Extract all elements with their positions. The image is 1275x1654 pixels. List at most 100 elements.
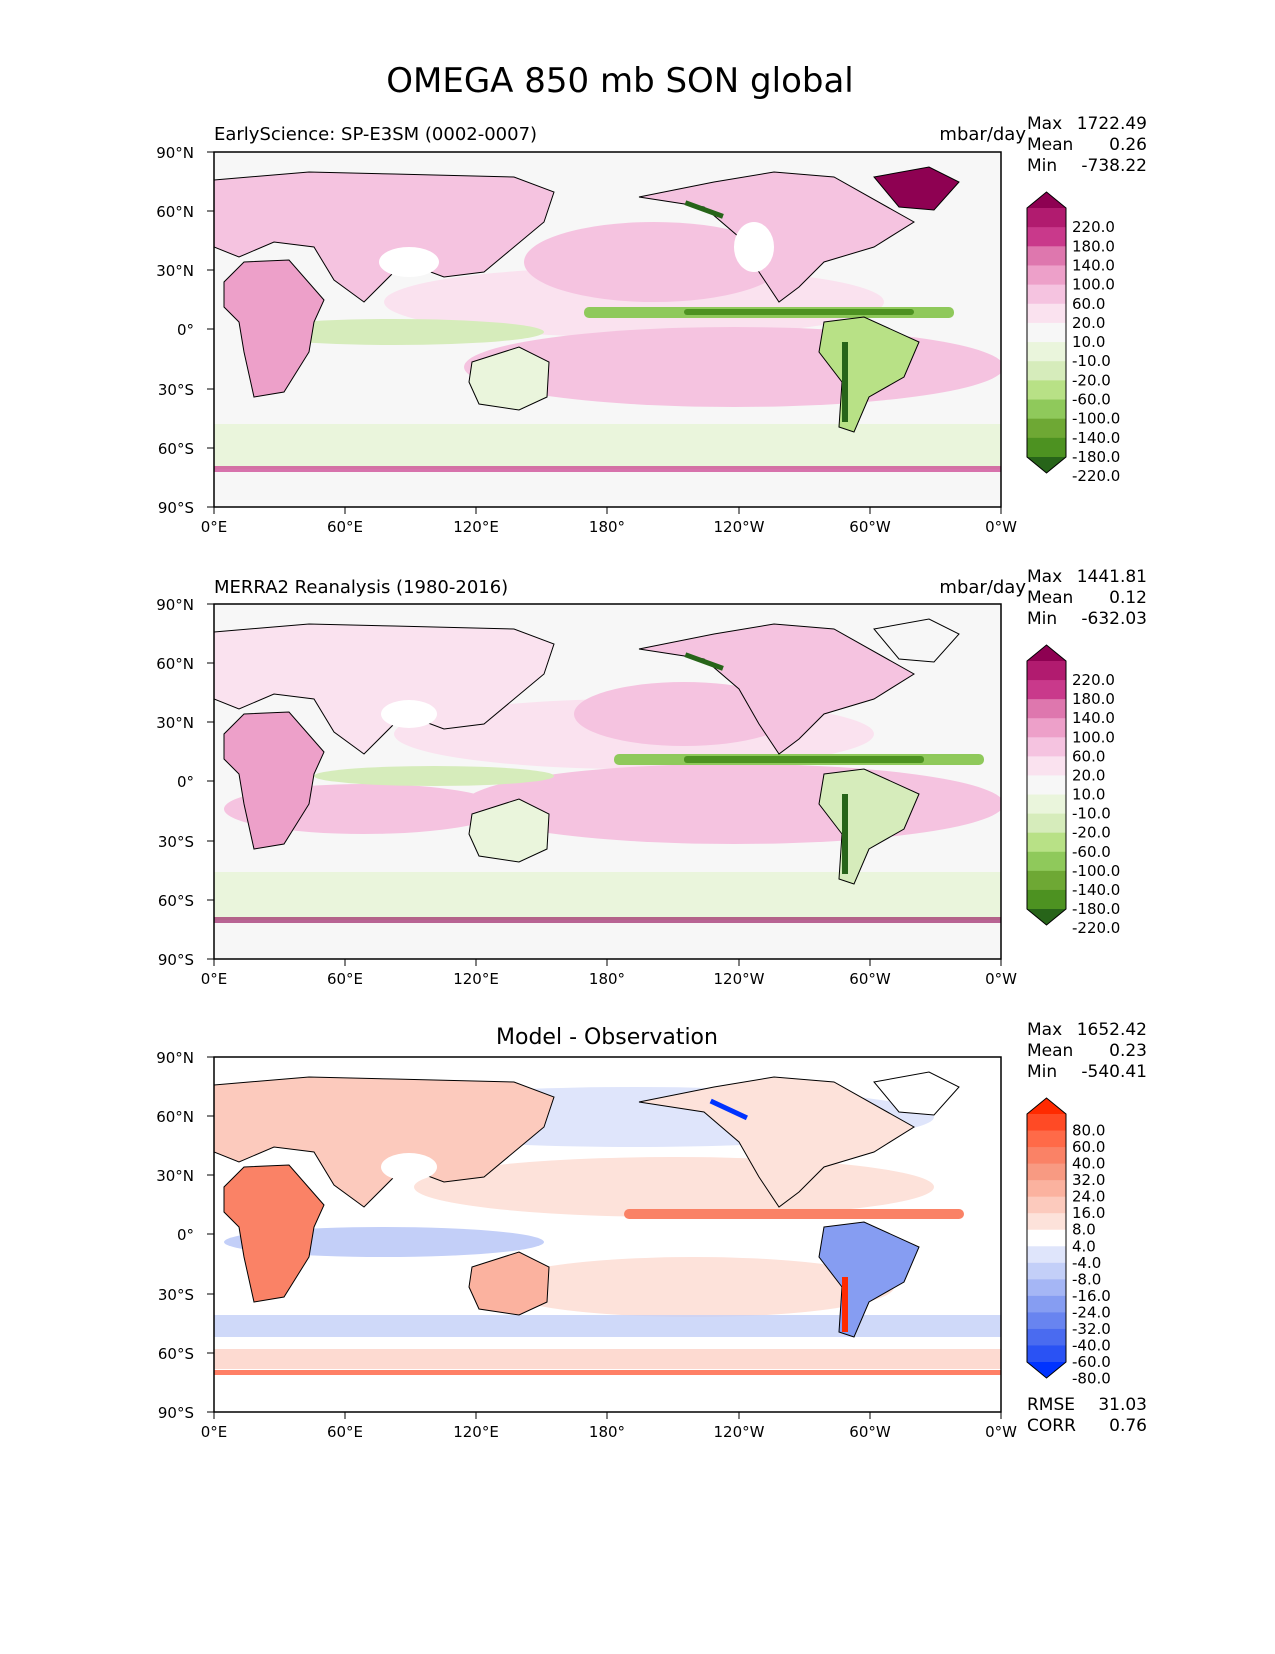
colorbar-segment [1027, 889, 1066, 910]
lon-tick-label: 120°W [714, 1423, 765, 1441]
colorbar-segment [1027, 1312, 1066, 1330]
colorbar-tick-label: 100.0 [1072, 728, 1115, 746]
australia [468, 346, 550, 411]
colorbar-tick-label: -16.0 [1072, 1287, 1111, 1305]
min-label: Min [1027, 609, 1057, 629]
itcz-red [624, 1209, 964, 1219]
colorbar-tick-label: 140.0 [1072, 256, 1115, 274]
tibet-blank [381, 700, 437, 728]
colorbar-tick-label: -220.0 [1072, 467, 1120, 485]
colorbar-segment [1027, 1180, 1066, 1198]
colorbar-segment [1027, 208, 1066, 228]
lon-tick-label: 60°E [327, 518, 363, 536]
units-label: mbar/day [939, 124, 1026, 145]
colorbar-segment [1027, 1196, 1066, 1214]
max-value: 1652.42 [1077, 1020, 1147, 1040]
colorbar-segment [1027, 322, 1066, 343]
panel-title: EarlyScience: SP-E3SM (0002-0007) [214, 124, 537, 145]
colorbar-extend-min [1027, 909, 1066, 925]
colorbar-segment [1027, 418, 1066, 439]
lat-tick-label: 0° [177, 773, 194, 791]
colorbar-tick-label: -40.0 [1072, 1336, 1111, 1354]
andes-red [842, 1277, 848, 1332]
lon-tick-label: 120°W [714, 970, 765, 988]
lat-tick-label: 30°N [156, 262, 194, 280]
rmse-label: RMSE [1027, 1395, 1075, 1415]
colorbar-tick-label: 8.0 [1072, 1221, 1096, 1239]
tibet-blank [381, 1153, 437, 1181]
lon-tick-label: 120°W [714, 518, 765, 536]
mean-value: 0.23 [1109, 1041, 1147, 1061]
colorbar-segment [1027, 284, 1066, 305]
colorbar-tick-label: -4.0 [1072, 1254, 1101, 1272]
colorbar-tick-label: 60.0 [1072, 747, 1105, 765]
africa [223, 711, 325, 850]
panel-difference: Model - Observation [156, 1020, 1147, 1441]
colorbar-segment [1027, 303, 1066, 324]
colorbar-tick-label: -180.0 [1072, 448, 1120, 466]
lat-tick-label: 90°S [158, 499, 194, 517]
eurasia [214, 1076, 555, 1208]
min-label: Min [1027, 156, 1057, 176]
lon-tick-label: 60°W [849, 518, 891, 536]
greenland [873, 618, 960, 663]
antarctic-edge [214, 1370, 1001, 1375]
na-blank [734, 222, 774, 272]
lat-tick-label: 60°N [156, 655, 194, 673]
stats-block: Max 1441.81 Mean 0.12 Min -632.03 [1027, 567, 1147, 629]
colorbar-tick-label: -140.0 [1072, 881, 1120, 899]
lon-ticks: 0°E 60°E 120°E 180° 120°W 60°W 0°W [201, 959, 1017, 988]
lon-tick-label: 60°W [849, 1423, 891, 1441]
colorbar-tick-label: -60.0 [1072, 843, 1111, 861]
lon-tick-label: 0°E [201, 1423, 228, 1441]
colorbar-segment [1027, 1328, 1066, 1346]
colorbar-tick-label: -60.0 [1072, 391, 1111, 409]
lon-tick-label: 0°W [985, 970, 1017, 988]
colorbar-tick-label: 4.0 [1072, 1237, 1096, 1255]
colorbar-segment [1027, 1229, 1066, 1247]
min-value: -738.22 [1081, 156, 1147, 176]
lat-tick-label: 60°S [158, 1345, 194, 1363]
colorbar-tick-label: -24.0 [1072, 1303, 1111, 1321]
colorbar-segment [1027, 699, 1066, 719]
map-area [213, 603, 1002, 960]
itcz-strip-core [684, 309, 914, 315]
max-label: Max [1027, 114, 1062, 134]
lon-ticks: 0°E 60°E 120°E 180° 120°W 60°W 0°W [201, 1412, 1017, 1441]
colorbar-segment [1027, 661, 1066, 681]
colorbar-segment [1027, 380, 1066, 401]
pacific-red-s [494, 1257, 894, 1317]
colorbar-segment [1027, 851, 1066, 872]
error-stats: RMSE 31.03 CORR 0.76 [1027, 1395, 1147, 1436]
colorbar-tick-label: 10.0 [1072, 333, 1105, 351]
colorbar-tick-label: 16.0 [1072, 1204, 1105, 1222]
colorbar-extend-max [1027, 192, 1066, 208]
pacific-band [574, 682, 794, 746]
colorbar-extend-min [1027, 1362, 1066, 1378]
colorbar-segment [1027, 832, 1066, 853]
panel-title: MERRA2 Reanalysis (1980-2016) [214, 577, 508, 598]
colorbar-segment [1027, 227, 1066, 247]
colorbar-tick-label: 180.0 [1072, 237, 1115, 255]
antarctica [214, 1375, 1001, 1412]
colorbar-segment [1027, 437, 1066, 458]
lon-tick-label: 60°E [327, 970, 363, 988]
colorbar-outline [1026, 644, 1067, 926]
colorbar: 80.060.040.032.024.016.08.04.0-4.0-8.0-1… [1026, 1097, 1111, 1388]
lon-tick-label: 120°E [453, 518, 499, 536]
rockies-blue [709, 1098, 748, 1121]
colorbar-segment [1027, 680, 1066, 700]
lat-ticks: 90°N 60°N 30°N 0° 30°S 60°S 90°S [156, 144, 214, 517]
colorbar-extend-max [1027, 1098, 1066, 1114]
tibet-blank [379, 247, 439, 277]
itcz-strip-core [684, 756, 924, 763]
lat-tick-label: 60°S [158, 892, 194, 910]
colorbar-tick-label: -20.0 [1072, 824, 1111, 842]
colorbar-segment [1027, 1262, 1066, 1280]
lon-tick-label: 0°W [985, 1423, 1017, 1441]
colorbar-tick-label: -180.0 [1072, 900, 1120, 918]
colorbar-segment [1027, 1147, 1066, 1165]
rockies-strip [684, 200, 724, 219]
figure-title: OMEGA 850 mb SON global [386, 61, 853, 101]
colorbar-segment [1027, 718, 1066, 738]
